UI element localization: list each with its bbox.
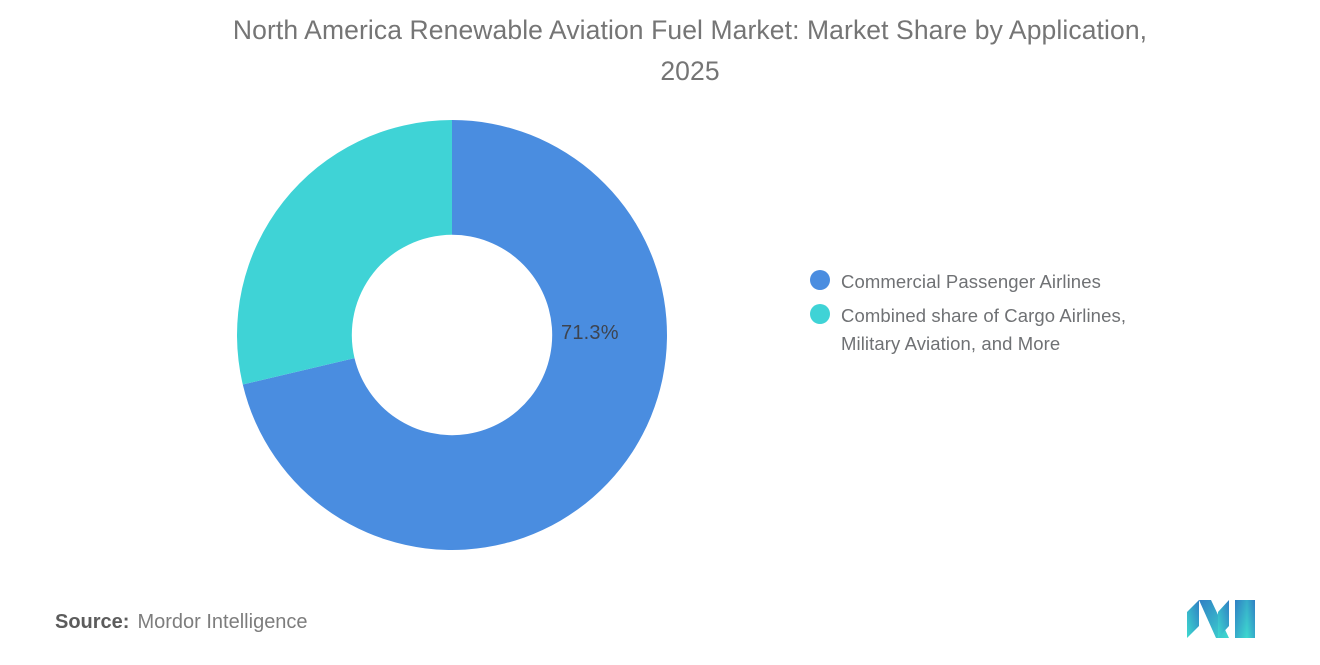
chart-title: North America Renewable Aviation Fuel Ma… bbox=[232, 15, 1148, 86]
chart-legend: Commercial Passenger Airlines Combined s… bbox=[810, 268, 1250, 364]
mordor-intelligence-logo-icon bbox=[1187, 600, 1255, 638]
donut-segment-commercial-passenger-airlines[interactable] bbox=[242, 120, 667, 550]
donut-chart: 71.3% bbox=[232, 115, 672, 555]
legend-color-swatch-icon bbox=[810, 270, 830, 290]
donut-label-primary: 71.3% bbox=[561, 322, 619, 344]
source-value: Mordor Intelligence bbox=[137, 611, 308, 633]
legend-item-commercial-passenger-airlines[interactable]: Commercial Passenger Airlines bbox=[810, 268, 1250, 296]
donut-segment-combined-share[interactable] bbox=[236, 120, 452, 385]
legend-item-label: Combined share of Cargo Airlines, Milita… bbox=[841, 305, 1127, 354]
source-label: Source: bbox=[55, 611, 130, 633]
legend-item-label: Commercial Passenger Airlines bbox=[841, 271, 1101, 292]
legend-item-combined-share[interactable]: Combined share of Cargo Airlines, Milita… bbox=[810, 302, 1250, 358]
legend-color-swatch-icon bbox=[810, 304, 830, 324]
donut-chart-svg bbox=[236, 120, 667, 550]
source-line: Source: Mordor Intelligence bbox=[55, 611, 308, 634]
